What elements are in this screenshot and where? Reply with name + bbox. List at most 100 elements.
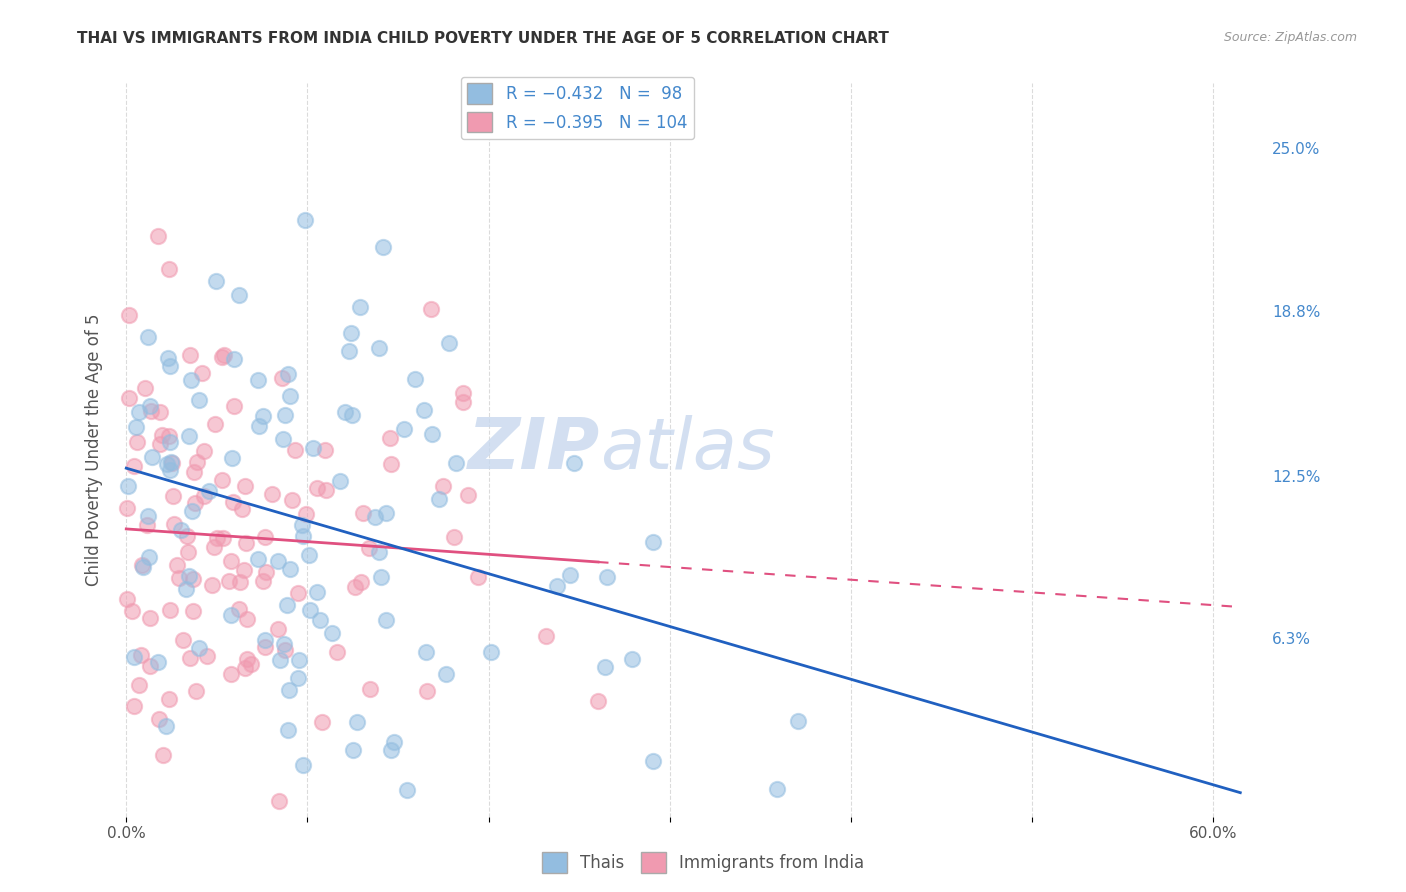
Point bbox=[346, 715, 368, 730]
Point bbox=[267, 554, 290, 568]
Point bbox=[287, 671, 309, 685]
Y-axis label: Child Poverty Under the Age of 5: Child Poverty Under the Age of 5 bbox=[86, 313, 103, 586]
Point bbox=[141, 450, 163, 465]
Point bbox=[350, 575, 373, 590]
Point bbox=[212, 348, 235, 362]
Point bbox=[292, 758, 315, 772]
Point bbox=[198, 484, 221, 499]
Point bbox=[172, 633, 194, 648]
Point bbox=[187, 641, 209, 656]
Point bbox=[546, 579, 568, 593]
Point bbox=[562, 456, 585, 470]
Point bbox=[337, 344, 360, 359]
Point bbox=[269, 653, 291, 667]
Point bbox=[139, 404, 162, 418]
Point bbox=[311, 715, 333, 730]
Point bbox=[183, 604, 205, 618]
Point bbox=[156, 458, 179, 472]
Point bbox=[291, 517, 314, 532]
Point bbox=[321, 626, 343, 640]
Point bbox=[211, 473, 233, 487]
Point bbox=[138, 659, 160, 673]
Point bbox=[420, 302, 443, 317]
Point bbox=[211, 350, 233, 364]
Text: Source: ZipAtlas.com: Source: ZipAtlas.com bbox=[1223, 31, 1357, 45]
Point bbox=[284, 442, 307, 457]
Point bbox=[246, 373, 269, 387]
Point bbox=[378, 431, 401, 445]
Point bbox=[427, 491, 450, 506]
Point bbox=[148, 712, 170, 726]
Point bbox=[167, 571, 190, 585]
Point bbox=[146, 228, 169, 243]
Point bbox=[222, 352, 245, 367]
Point bbox=[157, 262, 180, 277]
Point bbox=[128, 405, 150, 419]
Point bbox=[595, 570, 617, 584]
Point bbox=[534, 629, 557, 643]
Point bbox=[253, 640, 276, 655]
Point bbox=[240, 657, 263, 671]
Point bbox=[643, 754, 665, 768]
Point bbox=[136, 517, 159, 532]
Point bbox=[157, 428, 180, 442]
Point bbox=[314, 443, 336, 458]
Point bbox=[766, 781, 789, 796]
Point bbox=[148, 655, 170, 669]
Point bbox=[207, 532, 229, 546]
Point bbox=[246, 551, 269, 566]
Point bbox=[368, 545, 391, 559]
Point bbox=[122, 458, 145, 473]
Point bbox=[253, 632, 276, 647]
Point bbox=[420, 427, 443, 442]
Point bbox=[150, 428, 173, 442]
Point bbox=[236, 651, 259, 665]
Point bbox=[558, 568, 581, 582]
Point bbox=[224, 399, 246, 413]
Point bbox=[115, 501, 138, 516]
Point bbox=[374, 613, 396, 627]
Point bbox=[127, 434, 149, 449]
Point bbox=[228, 602, 250, 616]
Point bbox=[115, 591, 138, 606]
Point bbox=[125, 420, 148, 434]
Point bbox=[329, 474, 352, 488]
Point bbox=[271, 371, 294, 385]
Point bbox=[159, 602, 181, 616]
Point bbox=[326, 645, 349, 659]
Point bbox=[343, 580, 366, 594]
Point bbox=[593, 659, 616, 673]
Point bbox=[305, 585, 328, 599]
Point bbox=[247, 419, 270, 434]
Point bbox=[299, 602, 322, 616]
Point bbox=[219, 554, 242, 568]
Point bbox=[273, 409, 295, 423]
Point bbox=[191, 366, 214, 380]
Point bbox=[342, 743, 364, 757]
Point bbox=[128, 678, 150, 692]
Point bbox=[281, 492, 304, 507]
Point bbox=[269, 794, 291, 808]
Point bbox=[236, 612, 259, 626]
Point bbox=[396, 783, 419, 797]
Point bbox=[212, 532, 235, 546]
Point bbox=[122, 698, 145, 713]
Point bbox=[274, 643, 297, 657]
Point bbox=[375, 506, 398, 520]
Point bbox=[181, 503, 204, 517]
Point bbox=[159, 463, 181, 477]
Point bbox=[394, 422, 416, 436]
Point bbox=[219, 608, 242, 623]
Point bbox=[273, 432, 295, 446]
Text: ZIP: ZIP bbox=[468, 415, 600, 484]
Point bbox=[641, 534, 664, 549]
Point bbox=[278, 562, 301, 576]
Point bbox=[155, 718, 177, 732]
Point bbox=[184, 496, 207, 510]
Point bbox=[288, 653, 311, 667]
Point bbox=[138, 399, 160, 413]
Point bbox=[149, 405, 172, 419]
Point bbox=[333, 405, 356, 419]
Text: THAI VS IMMIGRANTS FROM INDIA CHILD POVERTY UNDER THE AGE OF 5 CORRELATION CHART: THAI VS IMMIGRANTS FROM INDIA CHILD POVE… bbox=[77, 31, 889, 46]
Point bbox=[159, 454, 181, 468]
